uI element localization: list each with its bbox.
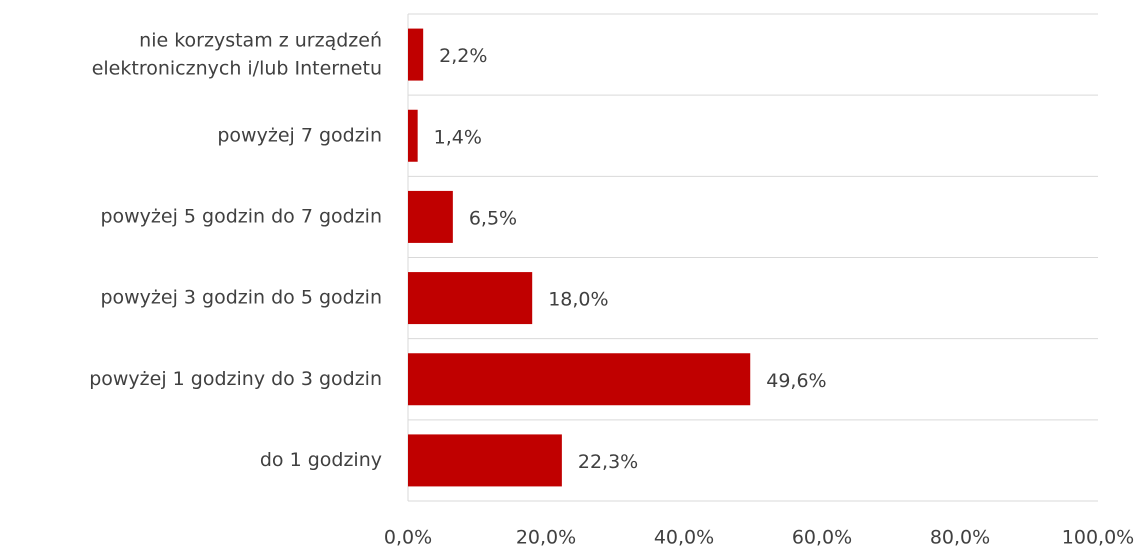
x-tick-label: 100,0% <box>1062 527 1134 549</box>
y-tick-label: powyżej 7 godzin <box>217 124 382 146</box>
y-tick-label: powyżej 3 godzin do 5 godzin <box>100 287 382 309</box>
bar <box>408 190 453 243</box>
x-tick-label: 80,0% <box>930 527 990 549</box>
bar <box>408 28 424 81</box>
bar <box>408 434 562 487</box>
bar <box>408 353 751 406</box>
data-label: 1,4% <box>434 126 482 148</box>
x-tick-label: 20,0% <box>516 527 576 549</box>
x-tick-label: 0,0% <box>384 527 432 549</box>
y-tick-label: do 1 godziny <box>260 449 382 471</box>
data-label: 6,5% <box>469 207 517 229</box>
y-tick-label: powyżej 1 godziny do 3 godzin <box>89 368 382 390</box>
data-label: 2,2% <box>439 45 487 67</box>
data-label: 18,0% <box>548 289 608 311</box>
bar <box>408 109 418 162</box>
y-tick-label: powyżej 5 godzin do 7 godzin <box>100 205 382 227</box>
bar <box>408 272 533 325</box>
x-tick-label: 40,0% <box>654 527 714 549</box>
data-label: 49,6% <box>766 370 826 392</box>
data-label: 22,3% <box>578 451 638 473</box>
x-tick-label: 60,0% <box>792 527 852 549</box>
y-tick-label: nie korzystam z urządzeń elektronicznych … <box>92 29 382 79</box>
